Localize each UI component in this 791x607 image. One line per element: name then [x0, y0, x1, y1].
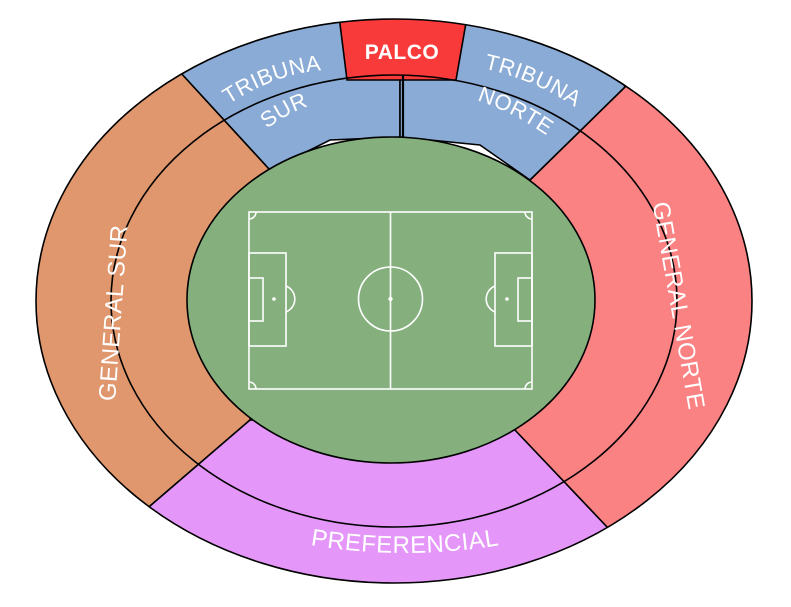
center-spot: [388, 296, 393, 302]
corner-arc-bottom-left: [248, 381, 257, 390]
stadium-inner-ring: [110, 74, 678, 528]
section-palco[interactable]: [336, 0, 471, 81]
palco-label: PALCO: [365, 41, 439, 64]
pitch-markings: [248, 211, 533, 390]
left-penalty-spot: [272, 297, 276, 301]
stadium-outer-ring: [35, 18, 753, 584]
left-penalty-arc: [285, 285, 296, 313]
right-goal-area: [517, 277, 533, 322]
center-circle: [357, 266, 424, 332]
corner-arc-top-left: [248, 211, 257, 220]
right-penalty-spot: [505, 297, 509, 301]
right-penalty-arc: [485, 285, 496, 313]
corner-arc-bottom-right: [524, 381, 533, 390]
corner-arc-top-right: [524, 211, 533, 220]
left-goal-area: [248, 277, 264, 322]
